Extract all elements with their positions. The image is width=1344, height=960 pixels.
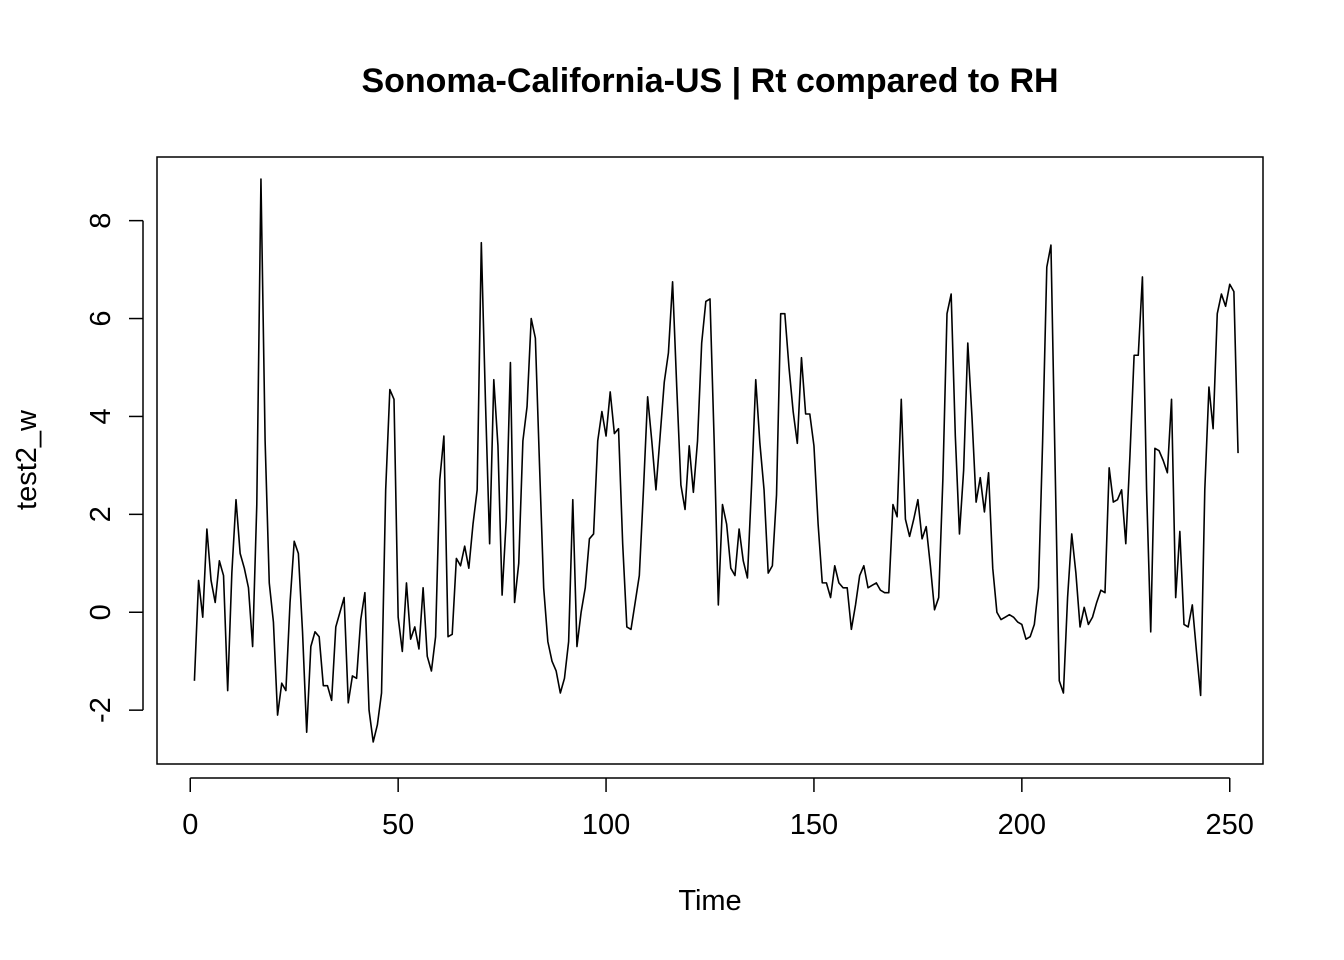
x-tick-label: 50: [382, 809, 414, 841]
y-tick-label: 4: [85, 408, 117, 424]
series-line: [193, 178, 1239, 743]
y-tick-label: -2: [85, 697, 117, 723]
y-tick-label: 6: [85, 310, 117, 326]
y-tick-label: 8: [85, 213, 117, 229]
y-axis-label: test2_w: [11, 409, 43, 510]
x-tick-label: 0: [182, 809, 198, 841]
x-tick-label: 250: [1206, 809, 1254, 841]
y-tick-label: 0: [85, 604, 117, 620]
x-tick-label: 150: [790, 809, 838, 841]
y-tick-label: 2: [85, 506, 117, 522]
x-tick-label: 200: [998, 809, 1046, 841]
x-tick-label: 100: [582, 809, 630, 841]
y-axis: -2 0 2 4 6 8: [85, 213, 144, 723]
plot-frame: [156, 156, 1264, 765]
x-axis: 0 50 100 150 200 250: [182, 777, 1254, 841]
chart-title: Sonoma-California-US | Rt compared to RH: [361, 62, 1058, 100]
x-axis-label: Time: [678, 885, 741, 917]
